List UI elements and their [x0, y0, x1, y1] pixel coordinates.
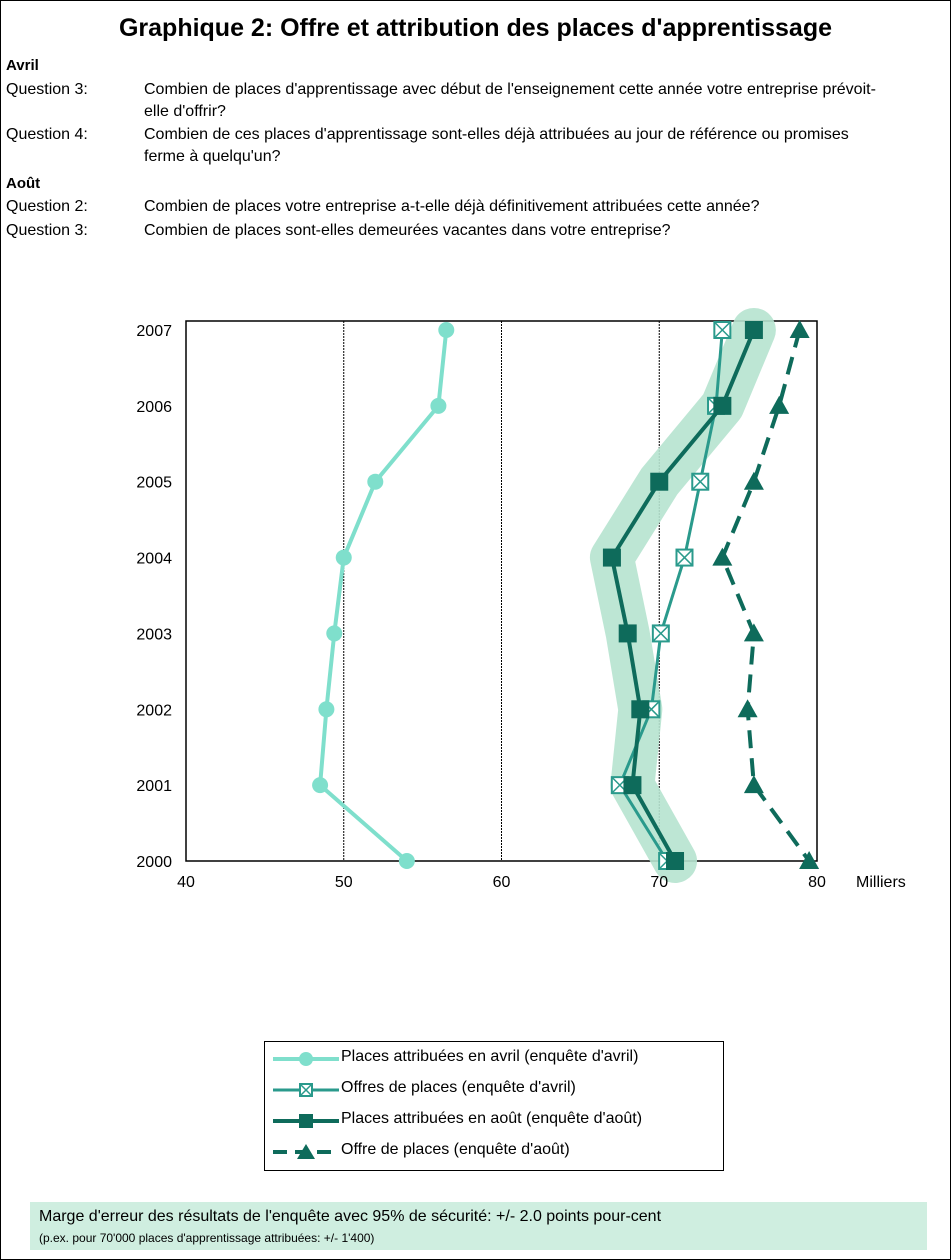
series-line — [318, 329, 449, 863]
x-tick-label: 50 — [335, 874, 353, 891]
x-tick-label: 70 — [650, 874, 668, 891]
data-point — [335, 549, 352, 566]
y-tick-label: 2000 — [136, 854, 172, 871]
data-point — [743, 471, 764, 490]
series-line — [609, 329, 756, 862]
data-point — [650, 472, 669, 491]
data-point — [602, 548, 621, 567]
y-tick-label: 2005 — [136, 475, 172, 492]
legend-label: Places attribuées en avril (enquête d'av… — [341, 1048, 639, 1065]
section-heading-aout: Août — [6, 175, 41, 192]
data-point — [631, 700, 650, 719]
y-tick-label: 2001 — [136, 778, 172, 795]
marker-cross — [652, 624, 670, 642]
data-point — [312, 777, 329, 794]
data-point — [713, 396, 732, 415]
chart-title: Graphique 2: Offre et attribution des pl… — [118, 14, 833, 42]
chart-legend: Places attribuées en avril (enquête d'av… — [264, 1041, 724, 1171]
question-text: Combien de places d'apprentissage avec d… — [144, 81, 876, 120]
data-point — [743, 623, 764, 642]
note-line-2: (p.ex. pour 70'000 places d'apprentissag… — [39, 1231, 375, 1245]
legend-label: Offres de places (enquête d'avril) — [341, 1079, 576, 1096]
question-text: Combien de places votre entreprise a-t-e… — [144, 198, 760, 215]
y-tick-label: 2003 — [136, 626, 172, 643]
x-axis-unit-label: Milliers — [856, 874, 906, 891]
legend-swatch-square-icon — [273, 1114, 339, 1128]
data-point — [430, 397, 447, 414]
data-point — [398, 853, 415, 869]
question-label: Question 3: — [6, 222, 88, 239]
legend-item-aout-offre: Offre de places (enquête d'août) — [265, 1137, 723, 1167]
question-label: Question 4: — [6, 126, 88, 143]
x-tick-label: 40 — [177, 874, 195, 891]
data-point — [713, 321, 732, 339]
legend-label: Offre de places (enquête d'août) — [341, 1141, 570, 1158]
x-tick-label: 80 — [808, 874, 826, 891]
data-point — [691, 472, 710, 491]
line-chart: 2007 2006 2005 2004 2003 2002 2001 2000 40 50 60 70… — [136, 308, 906, 891]
section-heading-avril: Avril — [6, 57, 39, 74]
data-point — [799, 851, 820, 869]
question-label: Question 2: — [6, 198, 88, 215]
data-point — [789, 320, 810, 338]
legend-swatch-circle-icon — [273, 1052, 339, 1066]
data-point — [367, 473, 384, 490]
data-point — [651, 624, 670, 643]
y-tick-label: 2004 — [136, 551, 172, 568]
data-point — [666, 852, 685, 870]
error-margin-note: Marge d'erreur des résultats de l'enquêt… — [30, 1202, 927, 1250]
question-text: Combien de ces places d'apprentissage so… — [144, 126, 849, 165]
y-tick-label: 2007 — [136, 323, 172, 340]
data-point — [737, 699, 758, 718]
data-point — [438, 322, 455, 338]
data-point — [318, 701, 335, 718]
legend-swatch-square-x-icon — [273, 1083, 339, 1097]
legend-swatch-triangle-icon — [273, 1144, 339, 1159]
marker-cross — [691, 473, 709, 491]
series-line — [720, 329, 811, 863]
data-point — [743, 775, 764, 794]
data-point — [744, 321, 763, 339]
series-2 — [602, 321, 763, 870]
data-point — [623, 776, 642, 795]
y-tick-label: 2002 — [136, 702, 172, 719]
question-label: Question 3: — [6, 81, 88, 98]
data-point — [618, 624, 637, 643]
data-point — [769, 395, 790, 414]
x-tick-label: 60 — [493, 874, 511, 891]
legend-item-avril-attribuees: Places attribuées en avril (enquête d'av… — [265, 1044, 723, 1074]
legend-label: Places attribuées en août (enquête d'aoû… — [341, 1110, 643, 1127]
note-line-1: Marge d'erreur des résultats de l'enquêt… — [39, 1208, 662, 1225]
marker-cross — [675, 549, 694, 567]
question-text: Combien de places sont-elles demeurées v… — [144, 222, 671, 239]
marker-cross — [713, 321, 731, 339]
legend-item-avril-offres: Offres de places (enquête d'avril) — [265, 1075, 723, 1105]
y-tick-label: 2006 — [136, 399, 172, 416]
data-point — [712, 547, 733, 566]
series-0 — [312, 322, 455, 869]
data-point — [326, 625, 343, 642]
series-3 — [712, 320, 820, 869]
legend-item-aout-attribuees: Places attribuées en août (enquête d'aoû… — [265, 1106, 723, 1136]
data-point — [675, 548, 694, 567]
